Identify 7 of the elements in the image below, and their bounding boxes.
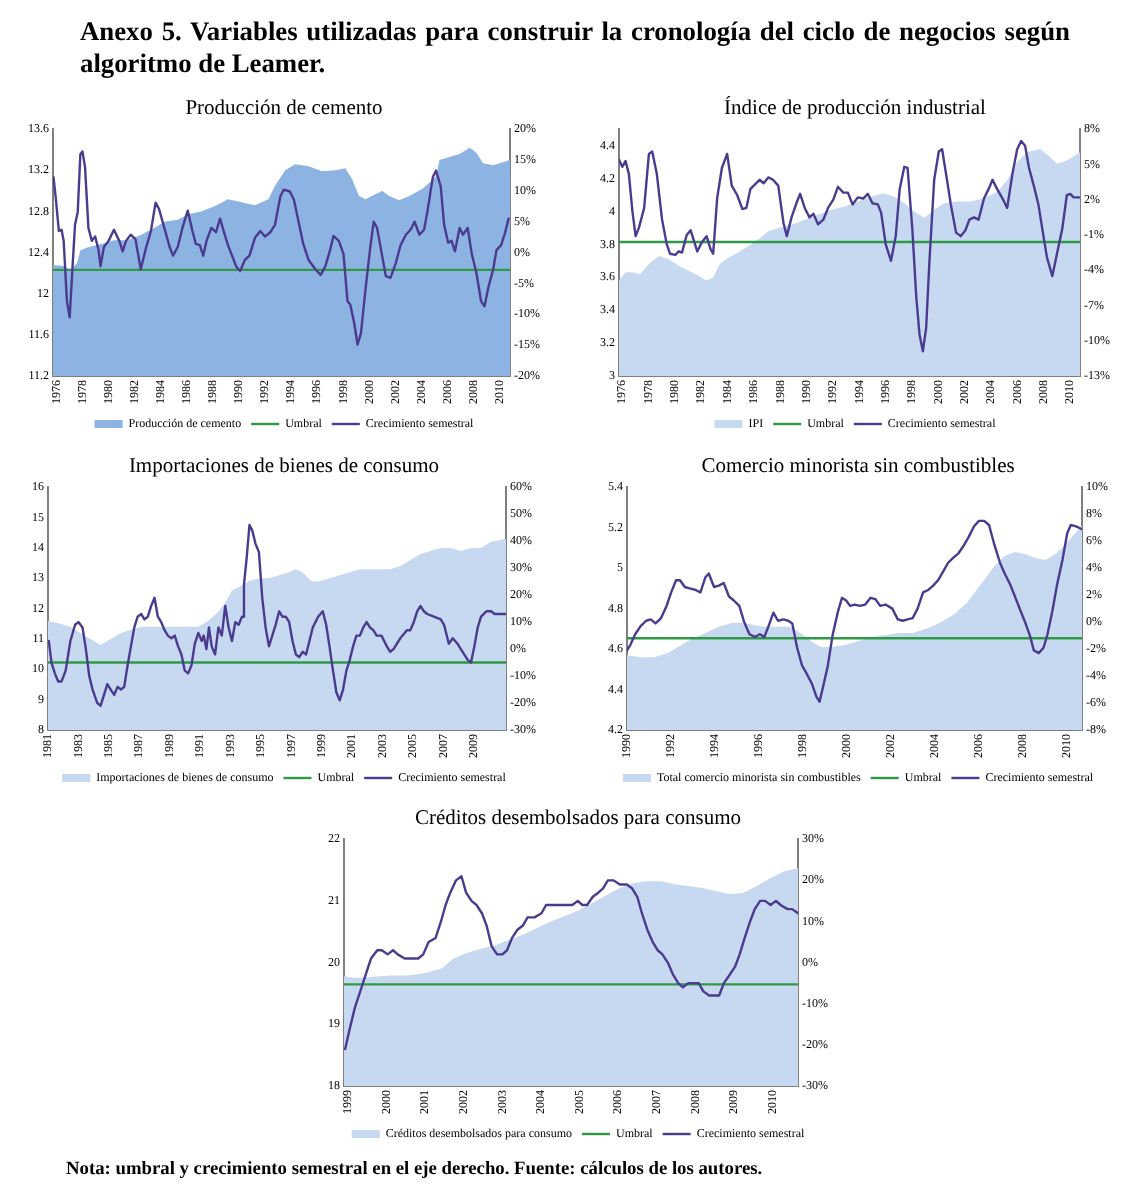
chart-title: Comercio minorista sin combustibles: [701, 456, 1015, 479]
chart-title: Créditos desembolsados para consumo: [414, 808, 742, 831]
chart-title: Producción de cemento: [185, 98, 383, 121]
text: Nota: umbral y crecimiento semestral en el eje derecho. Fuente: cálculos de los autores.: [66, 1160, 765, 1182]
chart-title: Índice de producción industrial: [724, 94, 987, 121]
text: Anexo 5. Variables utilizadas para construir la cronología del ciclo de negocios según algoritmo de Leamer.: [80, 16, 1070, 78]
chart-title: Importaciones de bienes de consumo: [128, 456, 440, 479]
